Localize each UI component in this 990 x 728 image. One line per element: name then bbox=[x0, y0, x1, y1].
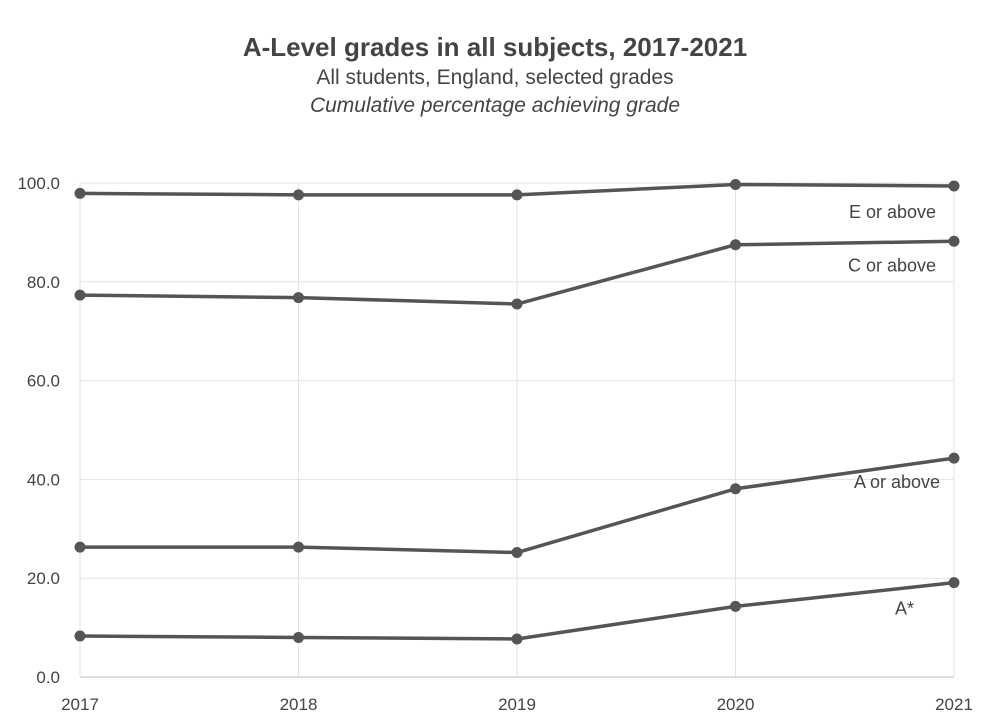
data-point bbox=[948, 452, 960, 464]
data-point bbox=[511, 298, 523, 310]
data-point bbox=[948, 235, 960, 247]
series-label: C or above bbox=[848, 255, 936, 275]
y-tick-label: 20.0 bbox=[27, 569, 60, 588]
data-point bbox=[730, 178, 741, 190]
x-tick-label: 2020 bbox=[717, 695, 755, 714]
y-tick-label: 40.0 bbox=[27, 470, 60, 489]
data-point bbox=[293, 541, 304, 553]
data-point bbox=[293, 189, 304, 201]
y-tick-label: 60.0 bbox=[27, 372, 60, 391]
chart-title: A-Level grades in all subjects, 2017-202… bbox=[242, 32, 748, 62]
chart-subtitle-italic: Cumulative percentage achieving grade bbox=[309, 94, 681, 117]
x-tick-label: 2019 bbox=[498, 695, 536, 714]
chart-titles: A-Level grades in all subjects, 2017-202… bbox=[0, 30, 990, 120]
y-tick-label: 100.0 bbox=[17, 174, 60, 193]
x-tick-label: 2021 bbox=[935, 695, 973, 714]
data-point bbox=[293, 631, 304, 643]
data-point bbox=[511, 633, 523, 645]
y-tick-label: 80.0 bbox=[27, 273, 60, 292]
data-point bbox=[74, 289, 86, 301]
series-label: A* bbox=[895, 599, 914, 619]
data-point bbox=[74, 187, 86, 199]
data-point bbox=[511, 189, 523, 201]
data-point bbox=[730, 483, 741, 495]
series-label: E or above bbox=[849, 202, 936, 222]
series-label: A or above bbox=[854, 472, 940, 492]
data-point bbox=[730, 239, 741, 251]
data-point bbox=[511, 547, 523, 559]
y-tick-label: 0.0 bbox=[36, 668, 60, 687]
data-point bbox=[293, 292, 304, 304]
data-point bbox=[74, 541, 86, 553]
data-point bbox=[948, 577, 960, 589]
data-point bbox=[74, 630, 86, 642]
chart-subtitle: All students, England, selected grades bbox=[316, 66, 674, 89]
x-tick-label: 2018 bbox=[280, 695, 318, 714]
data-point bbox=[730, 600, 741, 612]
x-tick-label: 2017 bbox=[61, 695, 99, 714]
data-point bbox=[948, 180, 960, 192]
